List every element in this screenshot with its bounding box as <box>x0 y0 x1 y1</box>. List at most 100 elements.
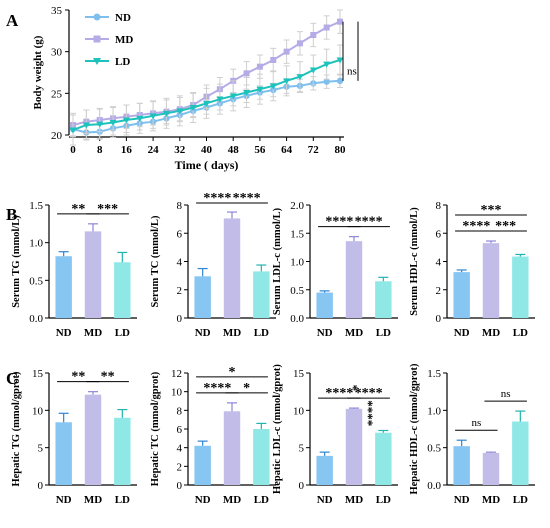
data-point <box>337 18 343 25</box>
data-point <box>149 113 157 120</box>
y-tick-label: 12 <box>171 368 182 380</box>
x-tick-label: 8 <box>97 144 103 156</box>
bar-ld <box>114 262 131 318</box>
category-label: ND <box>317 327 333 339</box>
sig-label: ** <box>101 370 115 385</box>
data-point <box>309 67 317 74</box>
y-tick-label: 0 <box>38 480 44 492</box>
y-tick-label: 35 <box>51 5 63 17</box>
bar-md <box>482 243 500 318</box>
y-tick-label: 15 <box>32 368 44 380</box>
y-tick-label: 8 <box>177 405 183 417</box>
x-axis-label: Time ( days) <box>175 158 239 172</box>
data-point <box>269 83 277 90</box>
category-label: MD <box>482 327 500 339</box>
data-point <box>336 57 344 64</box>
bar-nd <box>316 455 333 485</box>
y-axis-label: Hepatic TC (mmol/gprot) <box>150 371 161 486</box>
panel-label-b: B <box>6 205 17 224</box>
category-label: LD <box>115 327 130 339</box>
significance-brackets: *****ns <box>342 21 376 426</box>
y-tick-label: 0 <box>299 480 305 492</box>
x-tick-label: 64 <box>281 144 293 156</box>
panel-label-c: C <box>6 369 18 388</box>
y-tick-label: 0.5 <box>290 285 304 297</box>
sig-label: * <box>229 365 236 380</box>
bar-nd <box>453 446 470 485</box>
data-point <box>69 127 77 134</box>
y-tick-label: 0 <box>177 313 183 325</box>
y-tick-label: 2 <box>436 285 442 297</box>
y-tick-label: 4 <box>177 443 183 455</box>
hepatic-tg-bar-chart: 0 5 10 15 Hepatic TG (mmol/gprot) ND MD LD ** ** <box>11 368 137 506</box>
category-label: MD <box>84 494 102 506</box>
data-point <box>229 93 237 100</box>
y-tick-label: 5 <box>38 443 44 455</box>
y-tick-label: 6 <box>177 228 183 240</box>
bar-nd <box>453 272 470 318</box>
y-tick-label: 20 <box>51 130 63 142</box>
category-label: LD <box>254 327 269 339</box>
sig-label: * <box>346 385 361 392</box>
sig-label: ns <box>471 417 481 429</box>
y-tick-label: 1.0 <box>290 257 304 269</box>
serum-tc-bar-chart: 0 2 4 6 8 Serum TC (mmol/L) ND MD LD **** **** <box>150 191 276 339</box>
y-axis-label: Serum TC (mmol/L) <box>150 215 161 307</box>
category-label: ND <box>317 494 333 506</box>
y-tick-label: 0.5 <box>29 275 43 287</box>
data-point <box>310 32 317 38</box>
bar-md <box>223 218 241 318</box>
data-point <box>283 48 290 55</box>
sig-label: **** <box>203 191 231 206</box>
y-tick-label: 1.0 <box>427 405 441 417</box>
category-label: LD <box>376 327 391 339</box>
data-point <box>296 40 303 47</box>
x-tick-label: 40 <box>201 144 213 156</box>
data-point <box>122 117 130 124</box>
sig-label: **** <box>462 219 490 234</box>
category-label: ND <box>195 494 211 506</box>
legend-label: ND <box>115 12 131 24</box>
category-label: MD <box>223 327 241 339</box>
sig-label: **** <box>355 386 383 401</box>
y-tick-label: 10 <box>171 387 183 399</box>
category-label: ND <box>454 494 470 506</box>
data-point <box>176 108 184 115</box>
sig-label: *** <box>481 203 502 218</box>
y-tick-label: 0 <box>177 480 183 492</box>
bar-nd <box>316 292 333 318</box>
y-tick-label: 0.0 <box>29 313 43 325</box>
data-point <box>162 110 170 117</box>
serum-ldl-bar-chart: 0.0 0.5 1.0 1.5 2.0 Serum LDL-c (mmol/L) ND MD L… <box>272 200 398 339</box>
sig-label: **** <box>325 386 353 401</box>
data-point <box>189 105 197 111</box>
y-axis-label: Body weight (g) <box>32 35 44 109</box>
category-label: MD <box>345 327 363 339</box>
x-tick-label: 24 <box>148 144 160 156</box>
category-label: ND <box>56 327 72 339</box>
x-tick-label: 48 <box>228 144 240 156</box>
bar-md <box>482 452 500 485</box>
data-point <box>296 74 304 81</box>
data-point <box>256 63 263 70</box>
legend-marker <box>93 13 101 21</box>
data-point <box>323 61 331 68</box>
bar-md <box>345 408 363 485</box>
data-point <box>256 86 264 93</box>
sig-label: *** <box>495 219 516 234</box>
legend-marker <box>93 58 101 65</box>
sig-label: ** <box>71 202 85 217</box>
data-point <box>96 121 104 128</box>
bar-ld <box>114 417 131 485</box>
y-tick-label: 0.0 <box>427 480 441 492</box>
category-label: MD <box>345 494 363 506</box>
bar-nd <box>194 276 211 318</box>
y-tick-label: 2 <box>177 461 183 473</box>
y-tick-label: 1.5 <box>29 200 43 212</box>
y-tick-label: 2 <box>177 285 183 297</box>
